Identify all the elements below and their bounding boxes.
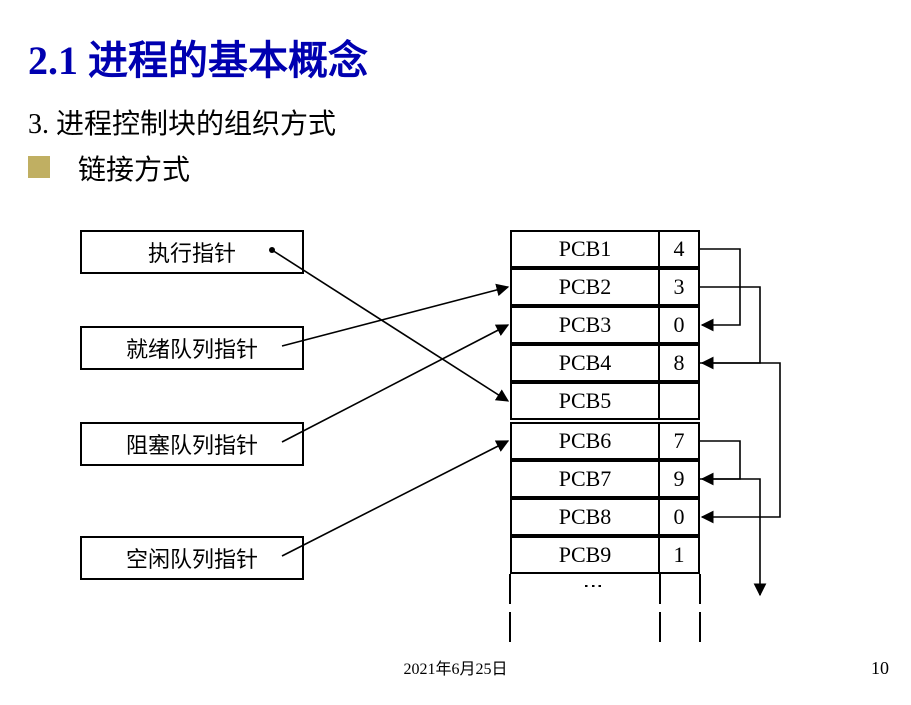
pcb-row: PCB80 bbox=[510, 498, 700, 536]
pcb-row: PCB67 bbox=[510, 422, 700, 460]
bullet-text: 链接方式 bbox=[78, 148, 190, 188]
pointer-box: 阻塞队列指针 bbox=[80, 422, 304, 466]
pcb-name-cell: PCB4 bbox=[510, 344, 660, 382]
slide: { "title": { "text": "2.1 进程的基本概念", "fon… bbox=[0, 0, 911, 705]
pcb-row: PCB91 bbox=[510, 536, 700, 574]
pcb-value-cell: 0 bbox=[660, 306, 700, 344]
pcb-name-cell: PCB6 bbox=[510, 422, 660, 460]
pcb-row: PCB23 bbox=[510, 268, 700, 306]
pcb-row: PCB30 bbox=[510, 306, 700, 344]
pcb-name-cell: PCB5 bbox=[510, 382, 660, 420]
pcb-value-cell: 0 bbox=[660, 498, 700, 536]
pcb-value-cell: 4 bbox=[660, 230, 700, 268]
footer-page-number: 10 bbox=[871, 658, 889, 679]
footer-date: 2021年6月25日 bbox=[0, 655, 911, 679]
pointer-box: 执行指针 bbox=[80, 230, 304, 274]
pcb-name-cell: PCB7 bbox=[510, 460, 660, 498]
pcb-row: PCB79 bbox=[510, 460, 700, 498]
pcb-value-cell: 9 bbox=[660, 460, 700, 498]
pcb-value-cell: 3 bbox=[660, 268, 700, 306]
pcb-name-cell: PCB9 bbox=[510, 536, 660, 574]
pcb-row: PCB14 bbox=[510, 230, 700, 268]
pcb-name-cell: PCB1 bbox=[510, 230, 660, 268]
pcb-value-cell: 8 bbox=[660, 344, 700, 382]
pcb-row: PCB48 bbox=[510, 344, 700, 382]
pcb-value-cell bbox=[660, 382, 700, 420]
pcb-value-cell: 7 bbox=[660, 422, 700, 460]
bullet-icon bbox=[28, 156, 50, 178]
pcb-name-cell: PCB8 bbox=[510, 498, 660, 536]
slide-title: 2.1 进程的基本概念 bbox=[28, 28, 368, 86]
vertical-ellipsis: ⋮ bbox=[581, 576, 605, 594]
pcb-value-cell: 1 bbox=[660, 536, 700, 574]
pointer-box: 空闲队列指针 bbox=[80, 536, 304, 580]
pcb-name-cell: PCB2 bbox=[510, 268, 660, 306]
pointer-box: 就绪队列指针 bbox=[80, 326, 304, 370]
pcb-row: PCB5 bbox=[510, 382, 700, 420]
slide-subtitle: 3. 进程控制块的组织方式 bbox=[28, 102, 336, 142]
pcb-name-cell: PCB3 bbox=[510, 306, 660, 344]
